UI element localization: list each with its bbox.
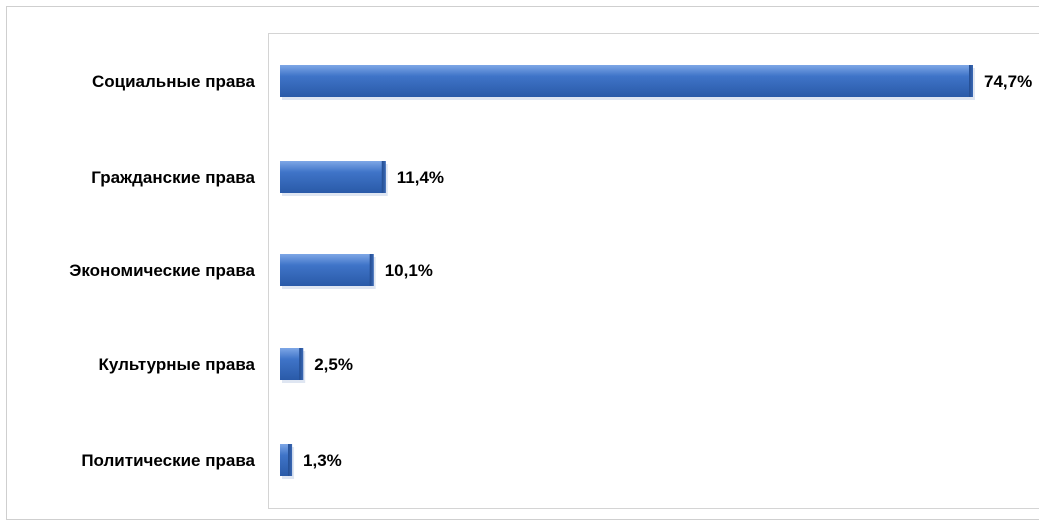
value-label-kulturnye: 2,5% <box>314 355 353 374</box>
bar-body <box>280 348 304 380</box>
category-label-grazhdanskie: Гражданские права <box>91 168 255 187</box>
category-label-politicheskie: Политические права <box>81 451 255 470</box>
value-label-ekonomicheskie: 10,1% <box>385 261 433 280</box>
category-label-socialnye: Социальные права <box>92 72 256 91</box>
category-label-kulturnye: Культурные права <box>99 355 256 374</box>
bar-end-cap <box>288 444 293 476</box>
bar-grazhdanskie <box>280 161 388 196</box>
value-label-politicheskie: 1,3% <box>303 451 342 470</box>
category-labels: Социальные права Гражданские права Экономи… <box>69 72 255 470</box>
bar-kulturnye <box>280 348 306 383</box>
chart-frame <box>6 6 1039 520</box>
bar-body <box>280 254 374 286</box>
value-label-socialnye: 74,7% <box>984 72 1032 91</box>
bar-end-cap <box>299 348 304 380</box>
plot-area <box>268 33 1039 509</box>
bar-politicheskie <box>280 444 295 479</box>
bar-end-cap <box>969 65 973 97</box>
bar-socialnye <box>280 65 975 100</box>
bar-body <box>280 65 973 97</box>
bars <box>280 65 975 479</box>
bar-end-cap <box>381 161 386 193</box>
value-labels: 74,7% 11,4% 10,1% 2,5% 1,3% <box>303 72 1032 470</box>
bar-body <box>280 161 386 193</box>
category-label-ekonomicheskie: Экономические права <box>69 261 255 280</box>
value-label-grazhdanskie: 11,4% <box>397 168 444 187</box>
bar-end-cap <box>369 254 374 286</box>
bar-ekonomicheskie <box>280 254 376 289</box>
